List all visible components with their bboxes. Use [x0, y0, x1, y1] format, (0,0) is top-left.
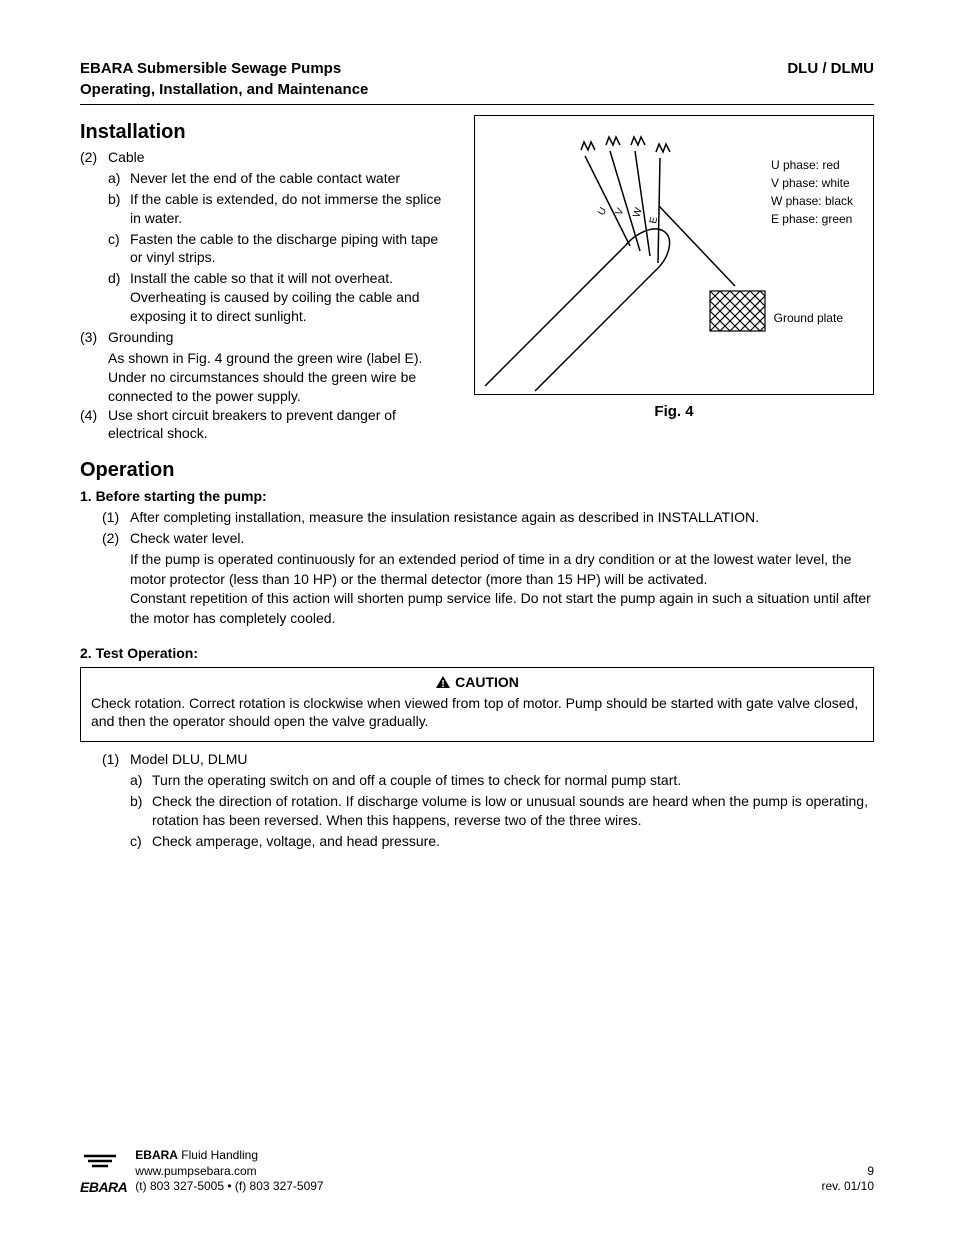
figure-4: U V W E [474, 115, 874, 420]
item-body: Use short circuit breakers to prevent da… [108, 406, 454, 444]
footer-logo-text: EBARA [80, 1179, 127, 1195]
footer-right: 9 rev. 01/10 [822, 1164, 874, 1195]
op-s1-head: 1. Before starting the pump: [80, 488, 874, 504]
install-item-3-body: As shown in Fig. 4 ground the green wire… [108, 349, 454, 406]
list-item: a)Never let the end of the cable contact… [108, 169, 454, 188]
revision: rev. 01/10 [822, 1179, 874, 1195]
page-number: 9 [822, 1164, 874, 1180]
list-item: (1)After completing installation, measur… [102, 508, 874, 527]
item-label: Grounding [108, 328, 454, 347]
op-s1-p2-body2: Constant repetition of this action will … [130, 589, 874, 628]
num-label: (4) [80, 406, 108, 444]
page-footer: EBARA EBARA Fluid Handling www.pumpsebar… [80, 1148, 874, 1195]
svg-text:V: V [614, 206, 627, 217]
phase-u: U phase: red [771, 156, 853, 174]
installation-title: Installation [80, 121, 454, 144]
list-item: (2)Check water level. [102, 529, 874, 548]
caution-label: CAUTION [455, 674, 519, 690]
list-item: b)Check the direction of rotation. If di… [130, 792, 874, 830]
install-item-2: (2) Cable [80, 148, 454, 167]
phase-labels: U phase: red V phase: white W phase: bla… [771, 156, 853, 228]
ebara-logo-icon [80, 1152, 120, 1176]
op-s1-body: (1)After completing installation, measur… [102, 508, 874, 628]
page-header: EBARA Submersible Sewage Pumps DLU / DLM… [80, 60, 874, 77]
header-sub: Operating, Installation, and Maintenance [80, 81, 874, 105]
header-left: EBARA Submersible Sewage Pumps [80, 60, 341, 77]
phase-v: V phase: white [771, 174, 853, 192]
ground-plate-label: Ground plate [774, 311, 843, 325]
phase-e: E phase: green [771, 210, 853, 228]
op-s2-sublist: a)Turn the operating switch on and off a… [130, 771, 874, 851]
footer-phones: (t) 803 327-5005 • (f) 803 327-5097 [135, 1179, 323, 1195]
warning-icon: ! [435, 675, 451, 689]
svg-text:U: U [596, 206, 609, 218]
install-item-2-sublist: a)Never let the end of the cable contact… [108, 169, 454, 326]
operation-title: Operation [80, 459, 874, 482]
install-item-4: (4) Use short circuit breakers to preven… [80, 406, 454, 444]
caution-body: Check rotation. Correct rotation is cloc… [91, 694, 863, 732]
header-right: DLU / DLMU [787, 60, 874, 77]
op-s2-body: (1)Model DLU, DLMU a)Turn the operating … [102, 750, 874, 850]
figure-4-box: U V W E [474, 115, 874, 395]
installation-row: Installation (2) Cable a)Never let the e… [80, 115, 874, 445]
footer-info: EBARA Fluid Handling www.pumpsebara.com … [135, 1148, 323, 1195]
op-s2-head: 2. Test Operation: [80, 645, 874, 661]
list-item: b)If the cable is extended, do not immer… [108, 190, 454, 228]
footer-logo-block: EBARA [80, 1152, 127, 1195]
svg-text:!: ! [441, 679, 444, 689]
phase-w: W phase: black [771, 192, 853, 210]
figure-4-caption: Fig. 4 [474, 403, 874, 420]
footer-brand: EBARA Fluid Handling [135, 1148, 323, 1164]
num-label: (2) [80, 148, 108, 167]
op-s1-p2-body1: If the pump is operated continuously for… [130, 550, 874, 589]
caution-header: ! CAUTION [91, 674, 863, 690]
item-label: Cable [108, 148, 454, 167]
footer-left: EBARA EBARA Fluid Handling www.pumpsebar… [80, 1148, 324, 1195]
list-item: c)Fasten the cable to the discharge pipi… [108, 230, 454, 268]
footer-url: www.pumpsebara.com [135, 1164, 323, 1180]
list-item: (1)Model DLU, DLMU [102, 750, 874, 769]
list-item: a)Turn the operating switch on and off a… [130, 771, 874, 790]
list-item: d)Install the cable so that it will not … [108, 269, 454, 326]
num-label: (3) [80, 328, 108, 347]
list-item: c)Check amperage, voltage, and head pres… [130, 832, 874, 851]
install-item-3: (3) Grounding [80, 328, 454, 347]
caution-box: ! CAUTION Check rotation. Correct rotatio… [80, 667, 874, 743]
installation-text: Installation (2) Cable a)Never let the e… [80, 115, 454, 445]
